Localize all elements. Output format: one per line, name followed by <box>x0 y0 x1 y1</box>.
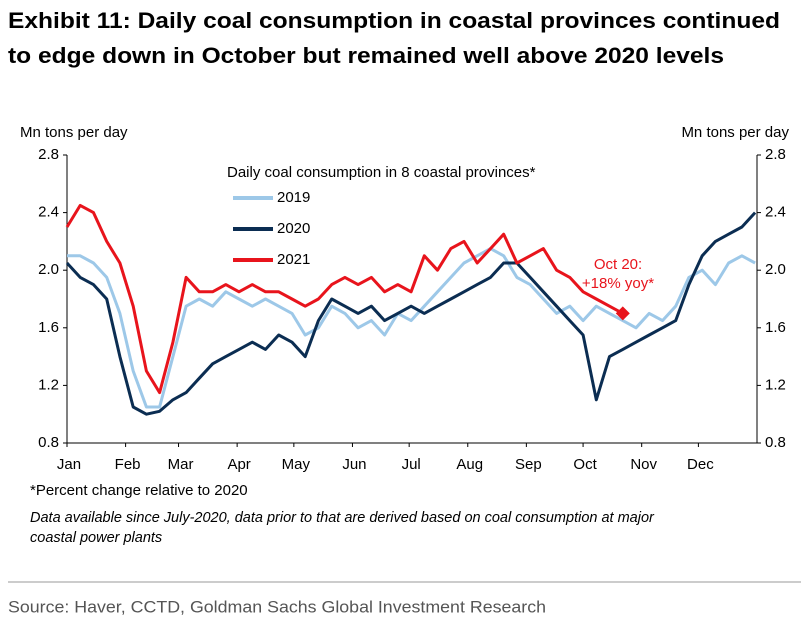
y2-tick-label: 2.0 <box>765 261 786 278</box>
series-line <box>65 211 757 416</box>
y-tick-label: 1.6 <box>38 319 59 336</box>
x-tick-label: Jan <box>57 456 81 473</box>
legend-label: 2021 <box>277 251 310 268</box>
y2-tick-label: 0.8 <box>765 434 786 451</box>
y2-tick-label: 1.6 <box>765 319 786 336</box>
x-tick-label: Feb <box>115 456 141 473</box>
series-line <box>67 247 756 409</box>
x-tick-label: May <box>282 456 311 473</box>
legend-label: 2019 <box>277 189 310 206</box>
series-line <box>65 203 624 395</box>
y-tick-label: 1.2 <box>38 376 59 393</box>
annotation: +18% yoy* <box>582 275 654 292</box>
footnote: *Percent change relative to 2020 <box>30 482 248 499</box>
source: Source: Haver, CCTD, Goldman Sachs Globa… <box>8 597 546 616</box>
x-tick-label: Aug <box>456 456 483 473</box>
y2-tick-label: 2.4 <box>765 204 786 221</box>
y-axis-label: Mn tons per day <box>20 124 128 141</box>
x-tick-label: Mar <box>168 456 194 473</box>
note: Data available since July-2020, data pri… <box>30 510 655 526</box>
y2-tick-label: 1.2 <box>765 376 786 393</box>
end-marker <box>615 306 630 321</box>
x-tick-label: Oct <box>573 456 597 473</box>
note: coastal power plants <box>30 530 162 546</box>
x-tick-label: Nov <box>630 456 657 473</box>
annotation: Oct 20: <box>594 256 642 273</box>
y2-axis-label: Mn tons per day <box>681 124 789 141</box>
legend-title: Daily coal consumption in 8 coastal prov… <box>227 164 536 181</box>
x-tick-label: Apr <box>227 456 250 473</box>
y-tick-label: 2.0 <box>38 261 59 278</box>
y-tick-label: 0.8 <box>38 434 59 451</box>
x-tick-label: Jun <box>342 456 366 473</box>
y-tick-label: 2.8 <box>38 146 59 163</box>
x-tick-label: Jul <box>402 456 421 473</box>
x-tick-label: Dec <box>687 456 714 473</box>
chart-title: Exhibit 11: Daily coal consumption in co… <box>8 8 780 33</box>
chart-title: to edge down in October but remained wel… <box>8 43 724 68</box>
legend-label: 2020 <box>277 220 310 237</box>
y2-tick-label: 2.8 <box>765 146 786 163</box>
y-tick-label: 2.4 <box>38 204 59 221</box>
x-tick-label: Sep <box>515 456 542 473</box>
